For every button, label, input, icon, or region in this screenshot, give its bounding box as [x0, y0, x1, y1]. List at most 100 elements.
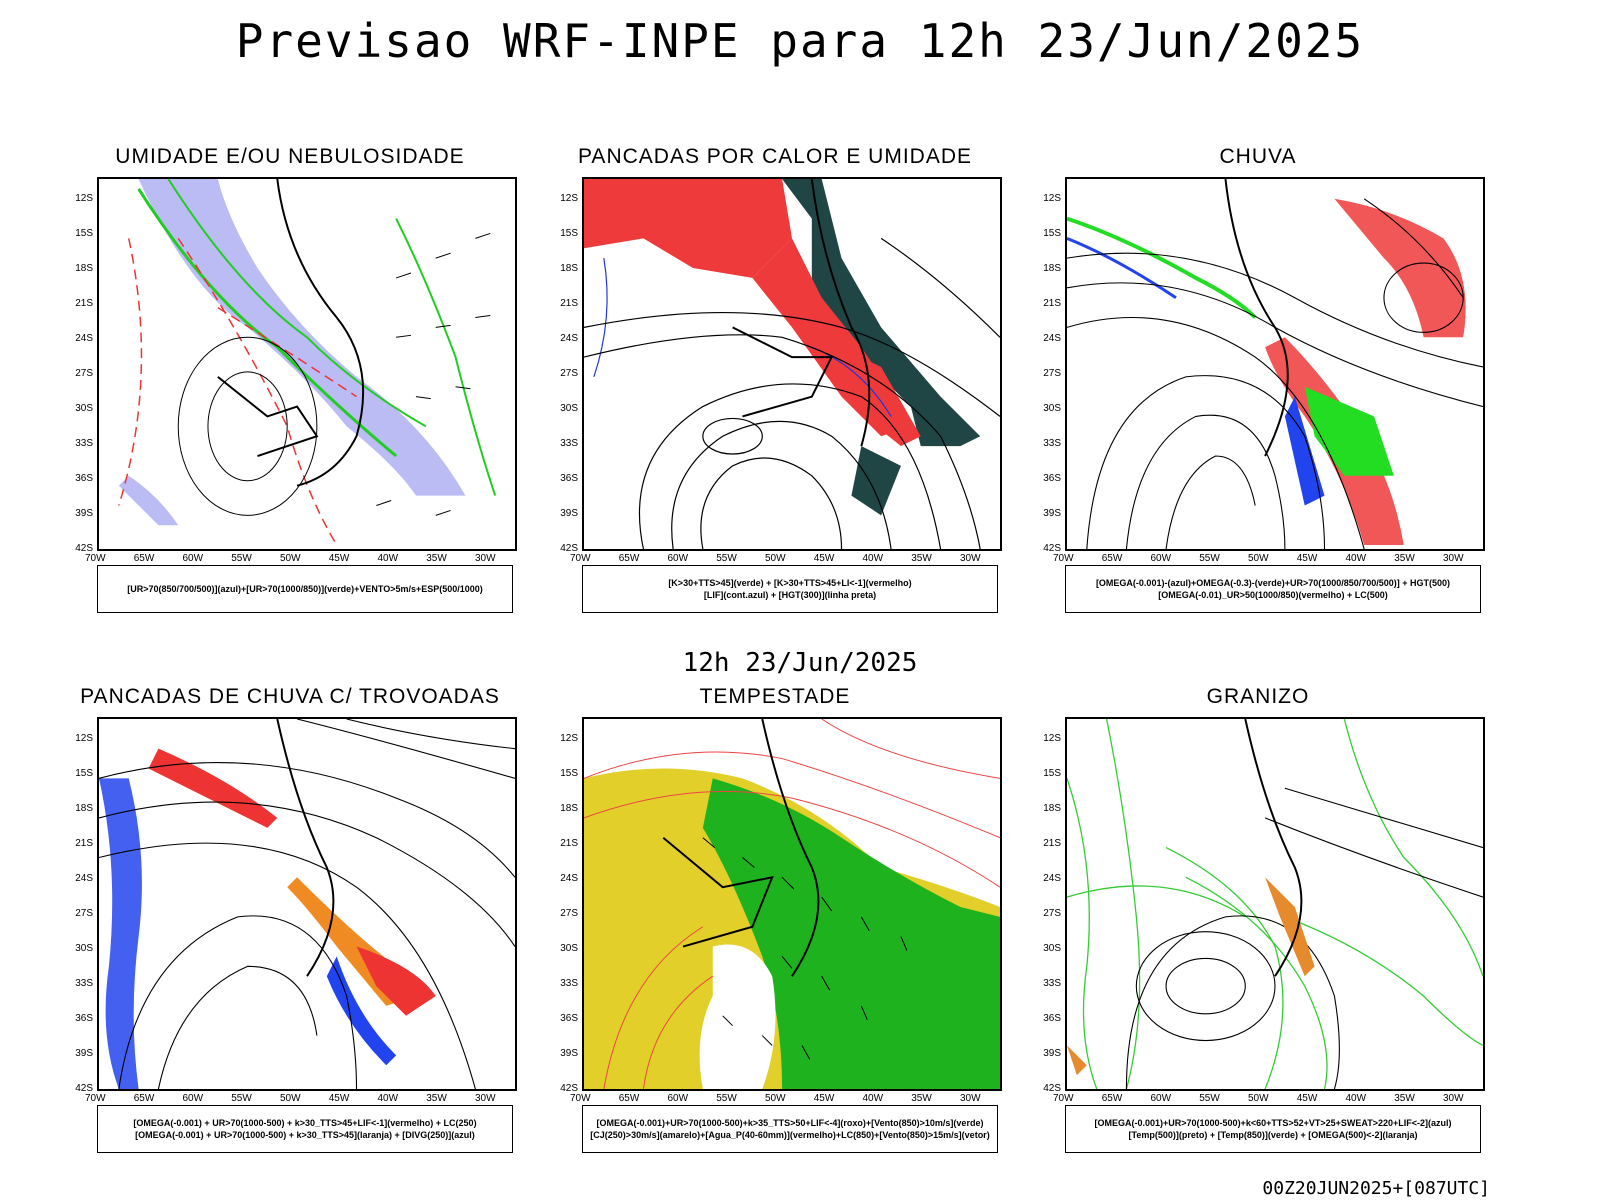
- lat-tick-label: 27S: [1043, 908, 1061, 919]
- panel-legend: [OMEGA(-0.001)-(azul)+OMEGA(-0.3)-(verde…: [1065, 565, 1481, 613]
- lon-tick-label: 45W: [813, 1093, 835, 1104]
- legend-line: [CJ(250)>30m/s](amarelo)+[Agua_P(40-60mm…: [590, 1130, 990, 1140]
- lat-tick-label: 42S: [560, 1083, 578, 1094]
- lon-tick-label: 65W: [1101, 553, 1123, 564]
- lon-tick-label: 65W: [1101, 1093, 1123, 1104]
- legend-line: [OMEGA(-0.001) + UR>70(1000-500) + k>30_…: [135, 1130, 475, 1140]
- page-title: Previsao WRF-INPE para 12h 23/Jun/2025: [235, 14, 1365, 68]
- lat-tick-label: 27S: [1043, 368, 1061, 379]
- lat-tick-label: 36S: [560, 473, 578, 484]
- lat-tick-label: 24S: [75, 333, 93, 344]
- lon-tick-label: 55W: [1199, 1093, 1220, 1104]
- lon-tick-label: 60W: [667, 1093, 689, 1104]
- panel-title: PANCADAS DE CHUVA C/ TROVOADAS: [80, 685, 500, 708]
- lat-tick-label: 15S: [75, 228, 93, 239]
- lat-tick-label: 39S: [1043, 1048, 1061, 1059]
- lat-tick-label: 15S: [1043, 228, 1061, 239]
- lon-tick-label: 60W: [1150, 1093, 1172, 1104]
- lon-tick-label: 30W: [960, 1093, 981, 1104]
- lat-tick-label: 42S: [75, 1083, 93, 1094]
- lon-tick-label: 55W: [716, 553, 737, 564]
- lon-tick-label: 50W: [280, 553, 301, 564]
- panel-legend: [OMEGA(-0.001)+UR>70(1000-500)+k<60+TTS>…: [1065, 1105, 1481, 1153]
- lat-tick-label: 24S: [75, 873, 93, 884]
- lat-tick-label: 30S: [560, 403, 578, 414]
- lat-tick-label: 21S: [75, 298, 93, 309]
- lat-tick-label: 27S: [75, 908, 93, 919]
- lat-tick-label: 42S: [560, 543, 578, 554]
- map-granizo: [1065, 717, 1485, 1091]
- lon-tick-label: 45W: [328, 553, 350, 564]
- lat-tick-label: 30S: [1043, 943, 1061, 954]
- lat-tick-label: 39S: [75, 1048, 93, 1059]
- lon-tick-label: 70W: [1053, 553, 1074, 564]
- map-pancadas-trovoadas: [97, 717, 517, 1091]
- lat-tick-label: 24S: [1043, 333, 1061, 344]
- lon-tick-label: 60W: [182, 553, 204, 564]
- lon-tick-label: 70W: [85, 1093, 106, 1104]
- legend-line: [OMEGA(-0.001)+UR>70(1000-500)+k<60+TTS>…: [1094, 1118, 1452, 1128]
- lat-tick-label: 12S: [1043, 733, 1061, 744]
- legend-line: [K>30+TTS>45](verde) + [K>30+TTS>45+LI<-…: [668, 578, 912, 588]
- lat-tick-label: 36S: [1043, 473, 1061, 484]
- lat-tick-label: 24S: [560, 873, 578, 884]
- lon-tick-label: 40W: [377, 553, 399, 564]
- lon-tick-label: 30W: [475, 553, 496, 564]
- lon-tick-label: 35W: [911, 553, 932, 564]
- lat-tick-label: 24S: [1043, 873, 1061, 884]
- lat-tick-label: 12S: [1043, 193, 1061, 204]
- lat-tick-label: 18S: [560, 263, 578, 274]
- lat-tick-label: 36S: [560, 1013, 578, 1024]
- panel-chuva: CHUVA [OMEGA(-0.001)-(azul)+OMEGA(-0.3)-…: [1043, 145, 1485, 625]
- lon-tick-label: 40W: [377, 1093, 399, 1104]
- lon-tick-label: 65W: [133, 1093, 155, 1104]
- lat-tick-label: 42S: [1043, 543, 1061, 554]
- lat-tick-label: 36S: [1043, 1013, 1061, 1024]
- lat-tick-label: 36S: [75, 1013, 93, 1024]
- lat-tick-label: 15S: [75, 768, 93, 779]
- lat-tick-label: 33S: [1043, 978, 1061, 989]
- lon-tick-label: 50W: [765, 1093, 786, 1104]
- lat-tick-label: 21S: [1043, 298, 1061, 309]
- run-time-footer: 00Z20JUN2025+[087UTC]: [1262, 1178, 1490, 1199]
- lat-tick-label: 33S: [75, 978, 93, 989]
- legend-line: [Temp(500)](preto) + [Temp(850)](verde) …: [1128, 1130, 1418, 1140]
- lat-tick-label: 21S: [75, 838, 93, 849]
- panel-title: UMIDADE E/OU NEBULOSIDADE: [115, 145, 465, 168]
- lat-tick-label: 30S: [560, 943, 578, 954]
- lat-tick-label: 36S: [75, 473, 93, 484]
- panel-granizo: GRANIZO [OMEGA(-0.00: [1043, 685, 1485, 1165]
- lon-tick-label: 65W: [618, 553, 640, 564]
- map-graphic: [99, 719, 515, 1089]
- lat-tick-label: 18S: [560, 803, 578, 814]
- lon-tick-label: 50W: [280, 1093, 301, 1104]
- lon-tick-label: 35W: [426, 1093, 447, 1104]
- lat-tick-label: 33S: [1043, 438, 1061, 449]
- lat-tick-label: 21S: [1043, 838, 1061, 849]
- lat-tick-label: 27S: [560, 908, 578, 919]
- lon-tick-label: 50W: [765, 553, 786, 564]
- lat-tick-label: 12S: [75, 733, 93, 744]
- lat-tick-label: 39S: [75, 508, 93, 519]
- lon-tick-label: 35W: [1394, 553, 1415, 564]
- lat-tick-label: 12S: [75, 193, 93, 204]
- legend-line: [OMEGA(-0.001)-(azul)+OMEGA(-0.3)-(verde…: [1095, 578, 1451, 588]
- lon-tick-label: 40W: [862, 1093, 884, 1104]
- panel-tempestade: TEMPESTADE [OMEGA(-0.001)+UR>70(1: [560, 685, 1002, 1165]
- lon-tick-label: 30W: [1443, 1093, 1464, 1104]
- lat-tick-label: 30S: [75, 403, 93, 414]
- legend-line: [OMEGA(-0.01)_UR>50(1000/850)(vermelho) …: [1158, 590, 1388, 600]
- lat-tick-label: 39S: [560, 508, 578, 519]
- lon-tick-label: 55W: [1199, 553, 1220, 564]
- panel-umidade: UMIDADE E/OU NEBULOSIDADE [UR>70(850/7: [75, 145, 517, 625]
- lon-tick-label: 45W: [1296, 1093, 1318, 1104]
- lat-tick-label: 18S: [75, 263, 93, 274]
- lon-tick-label: 35W: [911, 1093, 932, 1104]
- panel-title: TEMPESTADE: [699, 685, 851, 708]
- lon-tick-label: 35W: [1394, 1093, 1415, 1104]
- lat-tick-label: 15S: [1043, 768, 1061, 779]
- lat-tick-label: 21S: [560, 298, 578, 309]
- map-chuva: [1065, 177, 1485, 551]
- legend-line: [OMEGA(-0.001)+UR>70(1000-500)+k>35_TTS>…: [596, 1118, 984, 1128]
- map-graphic: [584, 179, 1000, 549]
